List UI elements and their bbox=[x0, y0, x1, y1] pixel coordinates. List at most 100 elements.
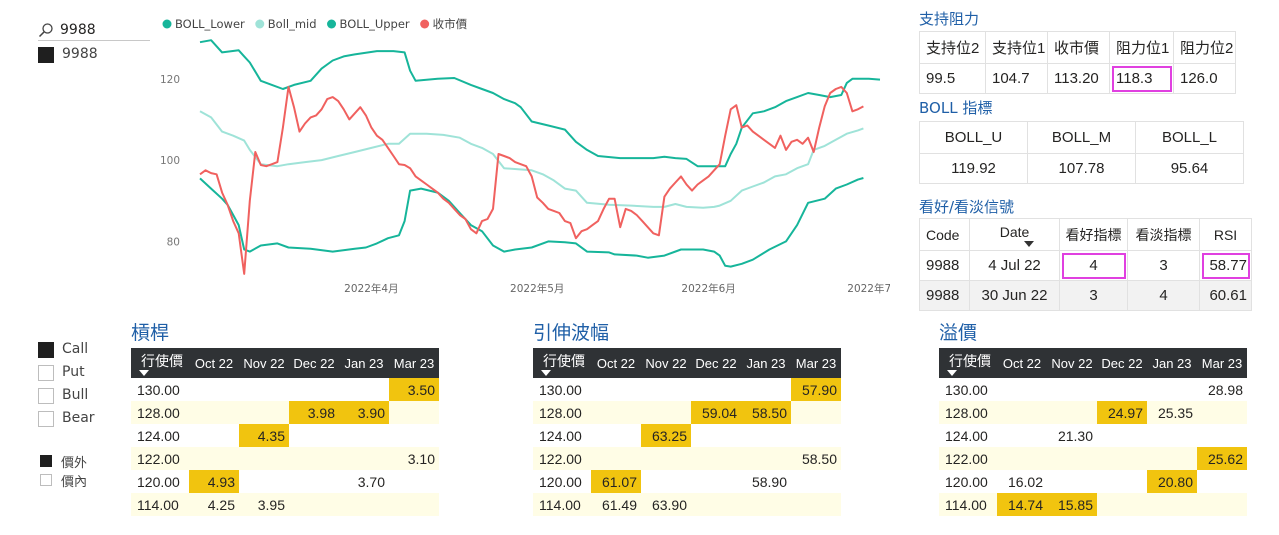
matrix-cell bbox=[289, 447, 339, 470]
boll-header: BOLL_M bbox=[1027, 121, 1136, 154]
month-header: Mar 23 bbox=[389, 348, 439, 378]
table-row: 9988 4 Jul 22 4 3 58.77 bbox=[919, 250, 1252, 281]
option-type-label: Put bbox=[62, 364, 85, 380]
month-header: Jan 23 bbox=[741, 348, 791, 378]
matrix-cell bbox=[741, 424, 791, 447]
boll-header: BOLL_U bbox=[919, 121, 1028, 154]
sr-value: 113.20 bbox=[1047, 63, 1110, 94]
table-row: 128.00 59.04 58.50 bbox=[533, 401, 841, 424]
sort-down-icon[interactable] bbox=[947, 370, 957, 376]
strike-value: 128.00 bbox=[131, 401, 189, 424]
series-line bbox=[199, 85, 864, 275]
legend-item[interactable]: BOLL_Lower bbox=[162, 17, 246, 31]
checkbox-icon bbox=[38, 411, 54, 427]
strike-value: 114.00 bbox=[939, 493, 997, 516]
matrix-cell bbox=[691, 424, 741, 447]
signal-rsi: 58.77 bbox=[1199, 250, 1252, 281]
table-row: 114.00 61.49 63.90 bbox=[533, 493, 841, 516]
matrix-cell: 16.02 bbox=[1007, 473, 1043, 490]
matrix-title: 引伸波幅 bbox=[533, 322, 610, 344]
sr-value: 118.3 bbox=[1109, 63, 1174, 94]
matrix-cell bbox=[591, 447, 641, 470]
strike-value: 130.00 bbox=[137, 381, 180, 398]
search-input[interactable]: 9988 bbox=[60, 22, 96, 38]
matrix-cell bbox=[641, 447, 691, 470]
option-matrix: 行使價 Oct 22 Nov 22 Dec 22 Jan 23 Mar 23 130.00 2… bbox=[939, 348, 1247, 516]
matrix-cell: 61.49 bbox=[591, 493, 641, 516]
search-icon bbox=[38, 23, 53, 38]
strike-value: 130.00 bbox=[945, 381, 988, 398]
sr-header: 收市價 bbox=[1047, 31, 1110, 64]
matrix-cell bbox=[389, 493, 439, 516]
month-header: Oct 22 bbox=[591, 348, 641, 378]
strike-header[interactable]: 行使價 bbox=[533, 348, 591, 378]
matrix-cell bbox=[1097, 447, 1147, 470]
matrix-cell: 59.04 bbox=[691, 401, 741, 424]
matrix-cell: 63.25 bbox=[641, 424, 691, 447]
matrix-cell bbox=[1147, 378, 1197, 401]
y-tick-label: 100 bbox=[160, 155, 180, 167]
sort-down-icon[interactable] bbox=[541, 370, 551, 376]
sr-header: 支持位1 bbox=[985, 31, 1048, 64]
table-row: 124.00 63.25 bbox=[533, 424, 841, 447]
matrix-cell bbox=[239, 470, 289, 493]
option-type-label: Bear bbox=[62, 410, 95, 426]
strike-header-label: 行使價 bbox=[543, 353, 585, 369]
month-header: Dec 22 bbox=[1097, 348, 1147, 378]
legend-label: BOLL_Lower bbox=[175, 17, 245, 31]
y-tick-label: 120 bbox=[160, 74, 180, 86]
matrix-cell bbox=[997, 378, 1047, 401]
moneyness-label: 價內 bbox=[61, 475, 88, 490]
signal-header-label: Date bbox=[999, 223, 1030, 240]
matrix-cell bbox=[591, 424, 641, 447]
matrix-cell bbox=[389, 470, 439, 493]
matrix-cell: 4.93 bbox=[189, 470, 239, 493]
month-header: Oct 22 bbox=[997, 348, 1047, 378]
month-header: Dec 22 bbox=[691, 348, 741, 378]
matrix-cell bbox=[339, 378, 389, 401]
matrix-cell bbox=[339, 424, 389, 447]
strike-header[interactable]: 行使價 bbox=[131, 348, 189, 378]
sort-down-icon[interactable] bbox=[139, 370, 149, 376]
table-row: 120.00 4.93 3.70 bbox=[131, 470, 439, 493]
matrix-cell bbox=[791, 401, 841, 424]
boll-header: BOLL_L bbox=[1135, 121, 1244, 154]
sr-header: 阻力位2 bbox=[1173, 31, 1236, 64]
table-row: 122.00 58.50 bbox=[533, 447, 841, 470]
month-header: Jan 23 bbox=[339, 348, 389, 378]
checkbox-icon bbox=[40, 474, 52, 486]
matrix-cell: 28.98 bbox=[1207, 381, 1243, 398]
matrix-cell bbox=[741, 493, 791, 516]
matrix-cell bbox=[591, 401, 641, 424]
option-matrix: 行使價 Oct 22 Nov 22 Dec 22 Jan 23 Mar 23 130.00 3… bbox=[131, 348, 439, 516]
table-row: 122.00 25.62 bbox=[939, 447, 1247, 470]
matrix-cell bbox=[289, 424, 339, 447]
series-line bbox=[199, 177, 864, 268]
matrix-cell bbox=[339, 493, 389, 516]
strike-value: 124.00 bbox=[945, 427, 988, 444]
x-tick-label: 2022年6月 bbox=[681, 282, 735, 295]
legend-item[interactable]: 收市價 bbox=[420, 17, 468, 31]
sr-header: 支持位2 bbox=[919, 31, 986, 64]
signal-header: 看好指標 bbox=[1059, 218, 1128, 251]
bollinger-chart: BOLL_Lower Boll_mid BOLL_Upper 收市價 80 100 120 2… bbox=[160, 17, 890, 295]
search-box[interactable]: 9988 bbox=[38, 22, 150, 41]
legend-item[interactable]: BOLL_Upper bbox=[327, 17, 410, 31]
legend-label: BOLL_Upper bbox=[340, 17, 410, 31]
matrix-cell: 58.50 bbox=[741, 401, 791, 424]
strike-header[interactable]: 行使價 bbox=[939, 348, 997, 378]
matrix-cell bbox=[741, 378, 791, 401]
signal-header[interactable]: Date bbox=[969, 218, 1060, 251]
matrix-cell: 3.98 bbox=[289, 401, 339, 424]
matrix-cell: 25.35 bbox=[1147, 401, 1197, 424]
matrix-cell bbox=[1147, 493, 1197, 516]
matrix-cell bbox=[239, 447, 289, 470]
matrix-cell: 58.90 bbox=[751, 473, 787, 490]
signal-date: 4 Jul 22 bbox=[969, 250, 1060, 281]
legend-marker bbox=[420, 19, 430, 29]
sort-down-icon[interactable] bbox=[1024, 241, 1034, 247]
matrix-cell bbox=[1097, 470, 1147, 493]
legend-item[interactable]: Boll_mid bbox=[255, 17, 317, 31]
signals-title: 看好/看淡信號 bbox=[919, 198, 1015, 216]
x-tick-label: 2022年7月 bbox=[847, 282, 890, 295]
